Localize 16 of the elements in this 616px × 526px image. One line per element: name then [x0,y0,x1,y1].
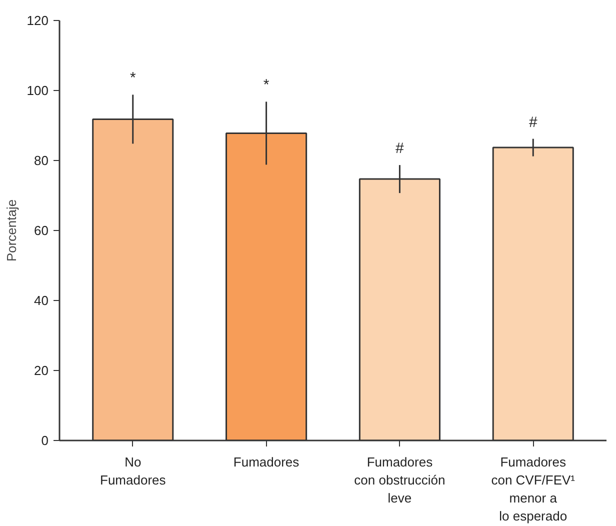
annotation: * [263,76,270,94]
y-axis-title: Porcentaje [4,199,19,262]
y-tick-label: 0 [41,433,49,448]
y-tick-label: 40 [34,293,49,308]
x-tick-label: Fumadores con CVF/FEV¹ menor a lo esperado [491,454,576,524]
y-tick-label: 120 [26,13,49,28]
x-tick-label: Fumadores con obstrucción leve [354,454,446,506]
y-tick-label: 20 [34,363,49,378]
annotation: # [528,114,538,131]
x-tick-label: No Fumadores [100,454,166,488]
annotation: * [130,70,136,87]
y-tick-label: 80 [34,153,49,168]
x-tick-label: Fumadores [233,454,300,470]
annotation: # [396,140,405,158]
y-tick-label: 60 [34,223,49,238]
y-tick-label: 100 [26,83,49,98]
